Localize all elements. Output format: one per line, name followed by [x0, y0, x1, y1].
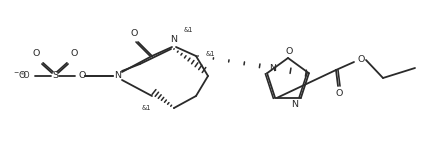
Text: N: N: [269, 64, 276, 73]
Text: O: O: [131, 29, 138, 38]
Text: ⁺O: ⁺O: [20, 71, 30, 81]
Text: S: S: [52, 71, 58, 81]
Text: N: N: [291, 100, 298, 109]
Text: O: O: [285, 47, 293, 55]
Text: N: N: [114, 71, 121, 81]
Text: &1: &1: [141, 105, 151, 111]
Text: &1: &1: [206, 51, 215, 57]
Text: O: O: [32, 50, 40, 59]
Text: $^{-}$O: $^{-}$O: [13, 69, 27, 81]
Text: &1: &1: [184, 27, 194, 33]
Text: N: N: [170, 36, 177, 45]
Text: O: O: [357, 55, 365, 64]
Text: O: O: [336, 88, 343, 97]
Text: O: O: [78, 71, 86, 81]
Text: O: O: [71, 50, 78, 59]
